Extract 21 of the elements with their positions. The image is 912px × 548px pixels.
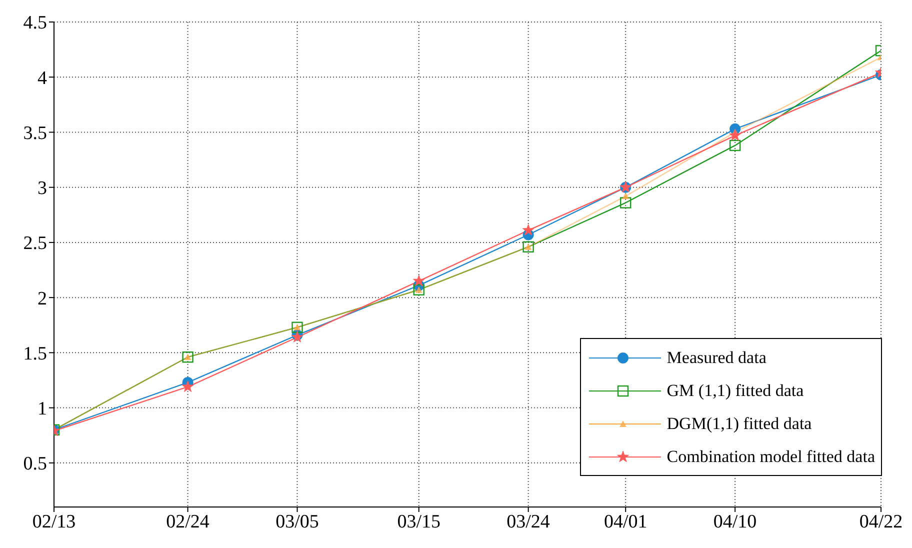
y-tick-label: 1.5	[23, 343, 47, 364]
x-tick-label: 03/05	[276, 511, 319, 532]
x-tick-label: 03/24	[506, 511, 550, 532]
y-tick-label: 4	[38, 68, 48, 89]
y-tick-label: 4.5	[23, 12, 47, 34]
y-tick-label: 3	[38, 178, 47, 200]
x-tick-label: 04/22	[859, 511, 903, 532]
legend-label: Measured data	[666, 348, 766, 368]
legend-label: GM (1,1) fitted data	[666, 380, 804, 400]
y-tick-label: 2	[38, 288, 47, 310]
x-tick-label: 02/24	[166, 511, 210, 532]
y-tick-label: 0.5	[23, 454, 47, 475]
x-tick-label: 02/13	[32, 511, 76, 532]
legend-label: Combination model fitted data	[666, 446, 875, 466]
y-tick-label: 1	[38, 398, 47, 420]
x-tick-label: 04/01	[604, 511, 648, 532]
y-tick-label: 3.5	[23, 122, 47, 144]
legend-label: DGM(1,1) fitted data	[666, 414, 812, 434]
x-tick-label: 03/15	[397, 511, 440, 532]
x-tick-label: 04/10	[713, 511, 757, 532]
y-tick-label: 2.5	[23, 233, 47, 254]
